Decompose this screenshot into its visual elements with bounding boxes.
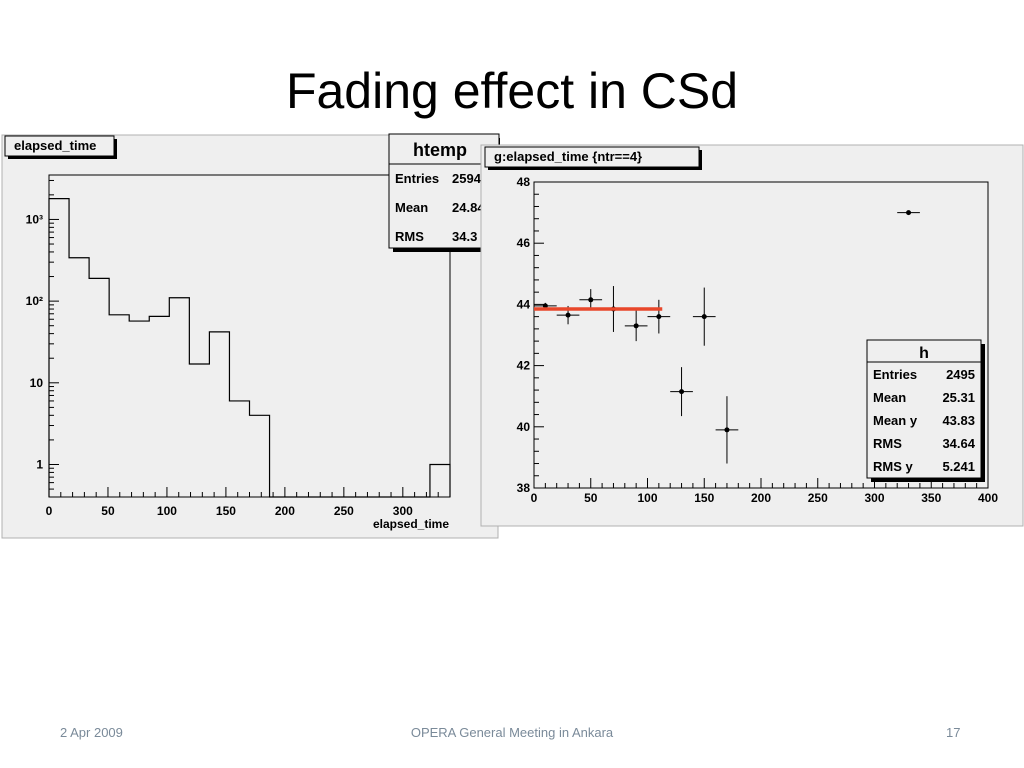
- profile-x-tick-label: 0: [531, 491, 538, 505]
- htemp-stat-value: 2594: [452, 171, 482, 186]
- profile-point: [724, 427, 730, 433]
- profile-y-tick-label: 38: [517, 481, 531, 495]
- histogram-x-tick-label: 0: [46, 504, 53, 518]
- h-stat-value: 34.64: [942, 436, 975, 451]
- histogram-chart: 0 50 100 150 200 250 300 1 10 10² 10³ elapsed_time…: [1, 133, 500, 539]
- htemp-stat-label: Mean: [395, 200, 428, 215]
- histogram-title-box: [4, 135, 115, 157]
- profile-x-tick-label: 350: [921, 491, 941, 505]
- profile-point: [542, 303, 548, 309]
- histogram-y-tick-label: 10³: [26, 212, 43, 226]
- htemp-stat-value: 34.3: [452, 229, 477, 244]
- histogram-x-tick-label: 200: [275, 504, 295, 518]
- profile-y-tick-label: 46: [517, 236, 531, 250]
- slide-title: Fading effect in CSd: [285, 63, 739, 119]
- profile-x-tick-label: 400: [978, 491, 998, 505]
- htemp-stat-value: 24.84: [452, 200, 485, 215]
- htemp-stat-label: Entries: [395, 171, 439, 186]
- h-stats-name: h: [919, 345, 929, 362]
- h-stats-box: [866, 339, 982, 479]
- h-stat-label: Mean y: [873, 413, 918, 428]
- profile-point: [679, 389, 685, 395]
- histogram-y-tick-label: 1: [36, 457, 43, 471]
- h-stat-value: 2495: [946, 367, 975, 382]
- profile-point: [588, 297, 594, 303]
- histogram-x-tick-label: 100: [157, 504, 177, 518]
- htemp-stats-rows: Entries 2594 Mean 24.84 RMS 34.3: [395, 171, 485, 244]
- histogram-x-tick-label: 300: [393, 504, 413, 518]
- h-stat-label: Entries: [873, 367, 917, 382]
- profile-title-box: [484, 146, 700, 168]
- htemp-stat-label: RMS: [395, 229, 424, 244]
- footer-title: OPERA General Meeting in Ankara: [410, 725, 614, 740]
- page-number: 17: [946, 725, 961, 740]
- histogram-x-tick-label: 50: [101, 504, 115, 518]
- profile-x-tick-label: 100: [637, 491, 657, 505]
- histogram-axes: 0 50 100 150 200 250 300 1 10 10² 10³: [26, 179, 451, 518]
- h-stat-value: 25.31: [942, 390, 975, 405]
- h-stat-value: 43.83: [942, 413, 975, 428]
- profile-y-tick-label: 42: [517, 359, 531, 373]
- footer-date: 2 Apr 2009: [60, 725, 123, 740]
- h-stat-label: RMS y: [873, 459, 914, 474]
- histogram-xlabel: elapsed_time: [373, 517, 449, 531]
- profile-x-tick-label: 250: [808, 491, 828, 505]
- profile-x-tick-label: 150: [694, 491, 714, 505]
- histogram-frame: [48, 174, 451, 498]
- h-stat-label: Mean: [873, 390, 906, 405]
- histogram-x-tick-label: 150: [216, 504, 236, 518]
- h-stats-rows: Entries 2495 Mean 25.31 Mean y 43.83 RMS 34.64 R…: [873, 367, 976, 474]
- histogram-y-tick-label: 10: [30, 376, 44, 390]
- profile-point: [701, 314, 707, 320]
- profile-point: [565, 312, 571, 318]
- profile-axes: 0 50 100 150 200 250 300 350 400 38 40 42 44 46 48: [517, 175, 999, 505]
- profile-y-tick-label: 44: [517, 297, 531, 311]
- h-stat-label: RMS: [873, 436, 902, 451]
- profile-point: [906, 210, 912, 216]
- profile-chart: 0 50 100 150 200 250 300 350 400 38 40 42 44 46 48 g:e…: [480, 144, 1024, 527]
- profile-y-tick-label: 48: [517, 175, 531, 189]
- profile-title: g:elapsed_time {ntr==4}: [494, 149, 642, 164]
- profile-x-tick-label: 50: [584, 491, 598, 505]
- profile-x-tick-label: 300: [864, 491, 884, 505]
- histogram-x-tick-label: 250: [334, 504, 354, 518]
- profile-y-tick-label: 40: [517, 420, 531, 434]
- histogram-step-line: [48, 197, 451, 498]
- h-stat-value: 5.241: [942, 459, 975, 474]
- profile-x-tick-label: 200: [751, 491, 771, 505]
- profile-point: [656, 314, 662, 320]
- histogram-y-tick-label: 10²: [26, 294, 43, 308]
- htemp-stats-name: htemp: [413, 140, 467, 160]
- profile-points: [534, 210, 920, 464]
- profile-point: [633, 323, 639, 329]
- histogram-title: elapsed_time: [14, 138, 96, 153]
